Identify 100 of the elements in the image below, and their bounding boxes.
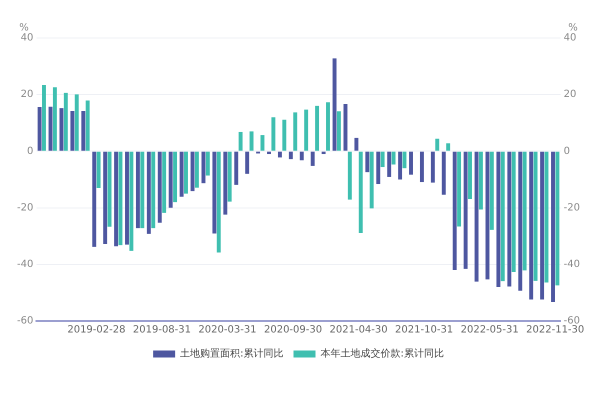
bar [522, 152, 527, 270]
bar [430, 152, 435, 183]
bar [348, 152, 352, 200]
bar [310, 152, 315, 166]
bar [496, 152, 500, 288]
bar [486, 152, 490, 280]
bar [194, 152, 199, 188]
bar [81, 111, 86, 151]
bar [529, 152, 534, 300]
bar [125, 152, 129, 245]
bar [507, 152, 512, 286]
bar [271, 117, 276, 151]
y-axis-title: % [19, 22, 29, 34]
y-tick-label: 20 [20, 89, 34, 100]
bar [158, 152, 162, 223]
bar [392, 152, 396, 164]
bar [315, 106, 320, 151]
bar [551, 152, 555, 302]
y2-tick-label: -20 [564, 202, 580, 214]
x-tick-label: 2022-11-30 [526, 324, 584, 336]
bar [168, 152, 173, 208]
x-tick-label: 2019-08-31 [132, 324, 192, 336]
bar [478, 152, 483, 210]
bar [344, 104, 348, 151]
bar [512, 152, 516, 272]
bar [223, 152, 228, 215]
legend-label: 土地购置面积:累计同比 [180, 348, 284, 360]
bar [540, 152, 544, 300]
bar [332, 58, 337, 151]
bar [108, 152, 112, 227]
bar [326, 102, 330, 151]
bar [228, 152, 232, 202]
bar [468, 152, 472, 200]
bar [86, 100, 90, 151]
x-tick-label: 2019-02-28 [67, 324, 126, 336]
bar [457, 152, 462, 226]
bar [420, 152, 424, 182]
bar [452, 152, 457, 270]
bar [442, 152, 446, 195]
y2-tick-label: 20 [564, 89, 576, 100]
bar [544, 152, 548, 283]
bar [370, 152, 374, 208]
bar [118, 152, 122, 246]
bar [238, 132, 243, 151]
y2-tick-label: -40 [564, 258, 580, 270]
bar [398, 152, 402, 180]
bar [250, 131, 254, 151]
y-tick-label: -60 [16, 316, 34, 327]
bar [282, 120, 286, 151]
bar [136, 152, 140, 228]
bar [162, 152, 166, 213]
bar [129, 152, 134, 251]
bar [446, 143, 450, 151]
x-tick-label: 2020-09-30 [264, 324, 322, 336]
bar [38, 107, 42, 151]
x-tick-label: 2021-10-31 [395, 324, 454, 336]
bar [354, 138, 358, 151]
bar [234, 152, 238, 185]
y2-tick-label: 40 [564, 32, 576, 44]
bar [555, 152, 560, 286]
bar [96, 152, 101, 188]
bar [64, 92, 68, 151]
bar [103, 152, 108, 244]
x-tick-label: 2020-03-31 [198, 324, 257, 336]
bar [184, 152, 188, 194]
bar [114, 152, 118, 246]
bar [474, 152, 479, 282]
bar [288, 152, 293, 160]
bar [534, 152, 538, 281]
bar [212, 152, 216, 234]
x-tick-label: 2021-04-30 [330, 324, 388, 336]
bar [173, 152, 178, 202]
bar [380, 152, 385, 168]
legend-label: 本年土地成交价款:累计同比 [320, 348, 444, 360]
bar [245, 152, 250, 174]
bar [304, 110, 308, 151]
bar [146, 152, 151, 234]
y-tick-label: -20 [16, 202, 34, 214]
y-tick-label: 40 [20, 32, 34, 44]
y2-tick-label: 0 [564, 146, 570, 157]
bar [402, 152, 406, 168]
bar [278, 152, 282, 158]
bar [464, 152, 468, 269]
bar [70, 111, 74, 151]
bar [59, 108, 64, 151]
bar [365, 152, 370, 172]
bar [206, 152, 210, 176]
bar [267, 152, 271, 154]
bar [322, 152, 326, 154]
bar [387, 152, 392, 177]
x-tick-label: 2022-05-31 [460, 324, 519, 336]
bar [52, 87, 57, 151]
bar [300, 152, 304, 160]
bar [202, 152, 206, 184]
y-tick-label: 0 [26, 146, 34, 157]
bar [140, 152, 144, 228]
y-tick-label: -40 [16, 258, 34, 270]
bar [190, 152, 195, 192]
bar [409, 152, 413, 175]
bar [42, 84, 46, 151]
